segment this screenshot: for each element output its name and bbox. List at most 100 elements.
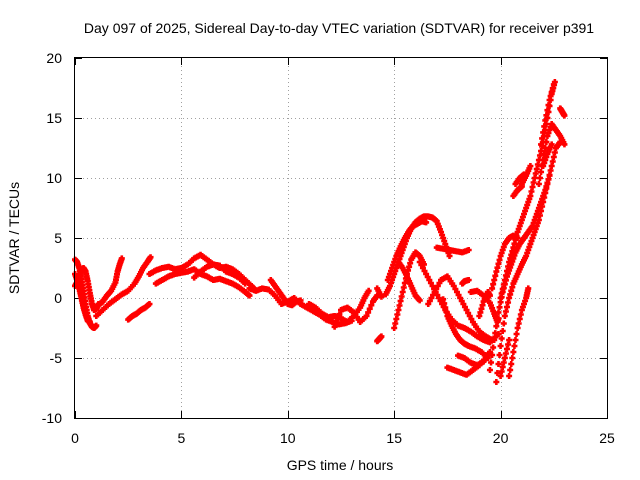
- data-point: [365, 287, 372, 294]
- series-arc-40: [557, 105, 568, 119]
- series-arc-27: [459, 277, 472, 287]
- x-tick-label: 5: [178, 430, 186, 446]
- data-point: [242, 280, 249, 287]
- x-tick-label: 25: [599, 430, 615, 446]
- data-point: [497, 343, 504, 349]
- data-point: [525, 285, 532, 292]
- series-arc-13: [331, 292, 381, 330]
- data-point: [365, 309, 372, 316]
- data-point: [538, 141, 545, 148]
- data-point: [416, 297, 423, 304]
- series-arc-9: [191, 261, 249, 287]
- chart-title: Day 097 of 2025, Sidereal Day-to-day VTE…: [84, 20, 594, 36]
- data-point: [561, 112, 568, 119]
- data-point: [333, 319, 340, 326]
- data-point: [499, 328, 506, 334]
- series-arc-33: [506, 285, 532, 379]
- series-arc-14: [374, 333, 385, 345]
- data-point: [493, 379, 500, 385]
- data-point: [368, 302, 375, 309]
- series-arc-19: [395, 259, 423, 304]
- x-tick-labels: 0 5 10 15 20 25: [71, 430, 615, 446]
- data-point: [506, 373, 513, 379]
- series-arc-37: [518, 163, 534, 187]
- series-arc-21: [425, 273, 502, 343]
- data-point: [536, 175, 543, 181]
- data-point: [378, 333, 385, 340]
- series-arc-28: [476, 289, 493, 319]
- data-point: [539, 135, 546, 142]
- data-point: [535, 181, 542, 187]
- data-point: [493, 323, 500, 330]
- data-point: [297, 297, 304, 304]
- series-arc-23: [433, 244, 472, 256]
- series-arc-38: [535, 121, 568, 187]
- data-point: [489, 352, 496, 358]
- data-point: [512, 337, 519, 343]
- y-tick-labels: -10 -5 0 5 10 15 20: [42, 50, 62, 426]
- series-arc-29: [486, 172, 553, 373]
- data-point: [331, 323, 338, 330]
- series-arc-41: [540, 141, 555, 169]
- data-point: [541, 123, 548, 130]
- x-tick-label: 10: [280, 430, 296, 446]
- y-axis-label: SDTVAR / TECUs: [6, 182, 22, 294]
- data-point: [446, 253, 453, 259]
- data-point: [543, 112, 550, 119]
- data-point: [495, 309, 502, 316]
- data-point: [513, 331, 520, 337]
- data-point: [494, 316, 501, 323]
- series-arc-6: [125, 301, 153, 323]
- data-series: [72, 79, 568, 385]
- data-point: [93, 322, 100, 329]
- y-tick-label: 15: [46, 110, 62, 126]
- series-arc-11: [267, 277, 304, 309]
- data-point: [146, 301, 153, 307]
- x-tick-label: 20: [493, 430, 509, 446]
- grid-lines: [75, 58, 607, 418]
- data-point: [561, 141, 568, 148]
- data-point: [538, 169, 545, 175]
- data-point: [495, 361, 502, 367]
- series-arc-5: [93, 254, 154, 319]
- x-tick-label: 0: [71, 430, 79, 446]
- data-point: [543, 139, 550, 145]
- data-point: [486, 367, 493, 373]
- series-arc-25: [455, 352, 491, 369]
- data-point: [336, 311, 343, 318]
- plot-frame: [74, 57, 608, 419]
- data-point: [363, 313, 370, 319]
- series-arc-17: [384, 218, 430, 283]
- data-point: [486, 292, 493, 299]
- series-arc-15: [374, 285, 385, 300]
- series-arc-4: [91, 255, 125, 313]
- data-point: [548, 141, 555, 148]
- data-point: [147, 254, 154, 261]
- series-arc-18: [391, 249, 427, 331]
- data-point: [496, 352, 503, 358]
- data-point: [544, 107, 551, 114]
- data-point: [508, 361, 515, 367]
- series-arc-32: [497, 79, 558, 301]
- data-point: [542, 117, 549, 124]
- series-arc-31: [489, 232, 521, 292]
- data-point: [527, 163, 534, 169]
- data-point: [334, 315, 341, 322]
- data-point: [366, 305, 373, 312]
- data-point: [492, 330, 499, 337]
- y-tick-label: 5: [54, 230, 62, 246]
- y-tick-label: -5: [50, 350, 63, 366]
- data-point: [246, 292, 253, 299]
- data-point: [118, 255, 125, 262]
- data-point: [465, 247, 472, 253]
- y-tick-label: 10: [46, 170, 62, 186]
- data-point: [491, 337, 498, 343]
- data-point: [509, 355, 516, 361]
- x-axis-label: GPS time / hours: [287, 457, 394, 473]
- data-point: [488, 359, 495, 366]
- data-point: [378, 293, 385, 300]
- y-tick-label: 0: [54, 290, 62, 306]
- data-point: [498, 335, 505, 342]
